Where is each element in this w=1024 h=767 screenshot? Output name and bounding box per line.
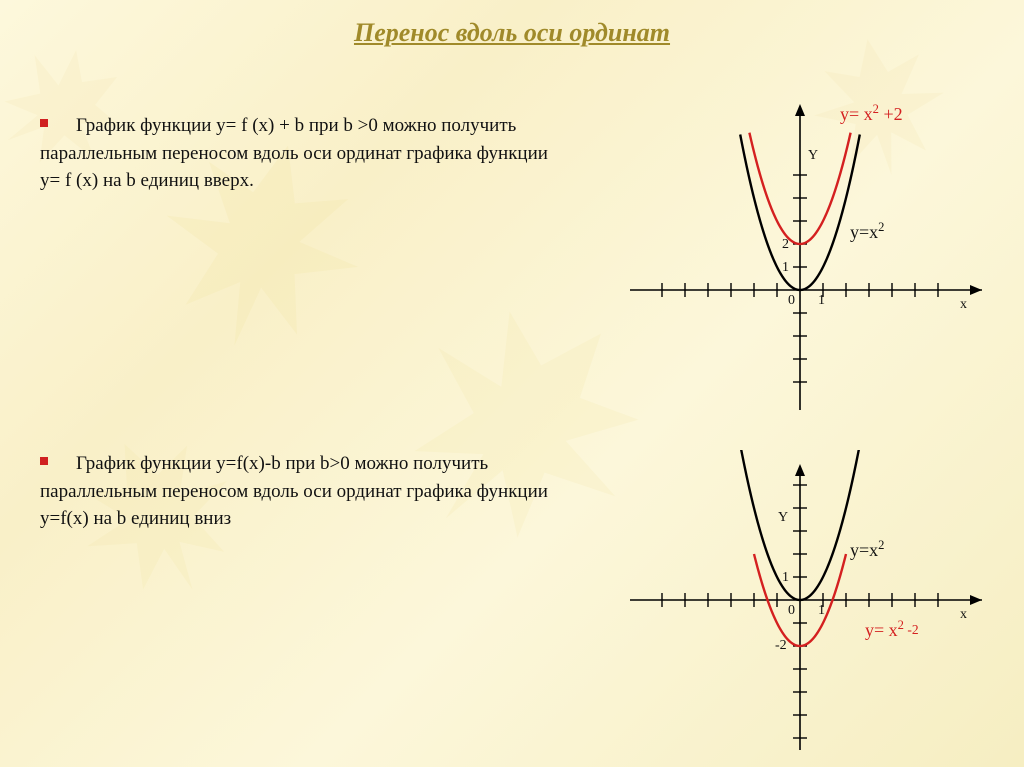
chart-bottom-one-label: 1: [818, 603, 825, 619]
chart-top-oney-label: 1: [782, 260, 789, 276]
chart-top-base-label: y=x2: [850, 220, 884, 243]
chart-bottom-base-label: y=x2: [850, 538, 884, 561]
bullet-2-text: График функции y=f(x)-b при b>0 можно по…: [40, 453, 548, 529]
bullet-1: График функции y= f (x) + b при b >0 мож…: [40, 112, 560, 195]
chart-bottom-oney-label: 1: [782, 570, 789, 586]
chart-top-svg: [620, 90, 1000, 420]
chart-top-x-label: x: [960, 297, 967, 313]
chart-bottom-x-label: x: [960, 607, 967, 623]
chart-top-origin-label: 0: [788, 293, 795, 309]
chart-top-y-label: Y: [808, 148, 818, 164]
bullet-1-marker: [40, 119, 48, 127]
bullet-2-marker: [40, 457, 48, 465]
chart-bottom-y-label: Y: [778, 510, 788, 526]
chart-bottom-shifted-label: y= x2 -2: [865, 618, 919, 641]
chart-bottom-origin-label: 0: [788, 603, 795, 619]
chart-top-two-label: 2: [782, 237, 789, 253]
title-text: Перенос вдоль оси ординат: [354, 18, 670, 47]
chart-top-one-label: 1: [818, 293, 825, 309]
bullet-1-text: График функции y= f (x) + b при b >0 мож…: [40, 115, 548, 191]
page-title: Перенос вдоль оси ординат: [0, 18, 1024, 48]
bullet-2: График функции y=f(x)-b при b>0 можно по…: [40, 450, 560, 533]
chart-bottom-svg: [620, 450, 1000, 760]
chart-top-shifted-label: y= x2 +2: [840, 102, 903, 125]
chart-top: y= x2 +2 y=x2 Y x 0 1 1 2: [620, 90, 1000, 420]
chart-bottom-negtwo-label: -2: [775, 638, 787, 654]
chart-bottom: y=x2 y= x2 -2 Y x 0 1 1 -2: [620, 450, 1000, 760]
